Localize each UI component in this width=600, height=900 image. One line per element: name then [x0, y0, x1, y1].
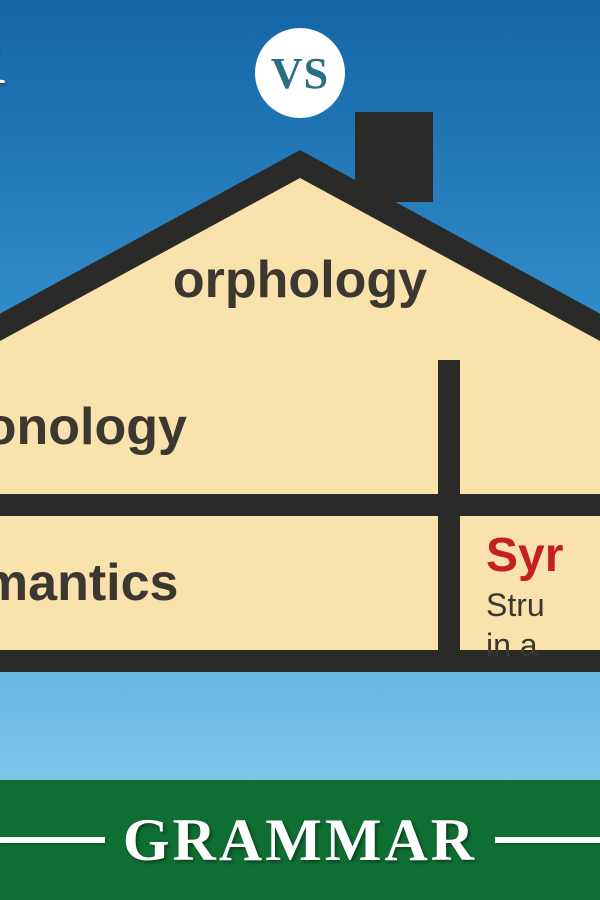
foundation-line-right — [495, 837, 600, 843]
foundation-line-left — [0, 837, 105, 843]
vs-label: VS — [271, 48, 329, 99]
syntax-panel: Syr Stru in a — [480, 528, 600, 665]
cell-phonology: honology — [0, 360, 438, 494]
syntax-subtitle-2: in a — [486, 625, 600, 665]
chimney — [355, 112, 433, 202]
title-left: MAR — [0, 18, 5, 101]
foundation-bar: GRAMMAR — [0, 780, 600, 900]
roof-label: orphology — [0, 250, 600, 310]
row-phonology: honology — [0, 360, 600, 516]
cell-right-1 — [460, 360, 600, 494]
roof: orphology — [0, 150, 600, 360]
vertical-wall-2 — [438, 516, 460, 650]
vs-badge: VS — [255, 28, 345, 118]
cell-semantics: emantics — [0, 516, 438, 650]
syntax-subtitle-1: Stru — [486, 585, 600, 625]
foundation-label: GRAMMAR — [123, 806, 477, 875]
syntax-title: Syr — [486, 528, 600, 583]
house-diagram: orphology honology emantics Syr Stru in … — [0, 150, 600, 780]
vertical-wall-1 — [438, 360, 460, 494]
